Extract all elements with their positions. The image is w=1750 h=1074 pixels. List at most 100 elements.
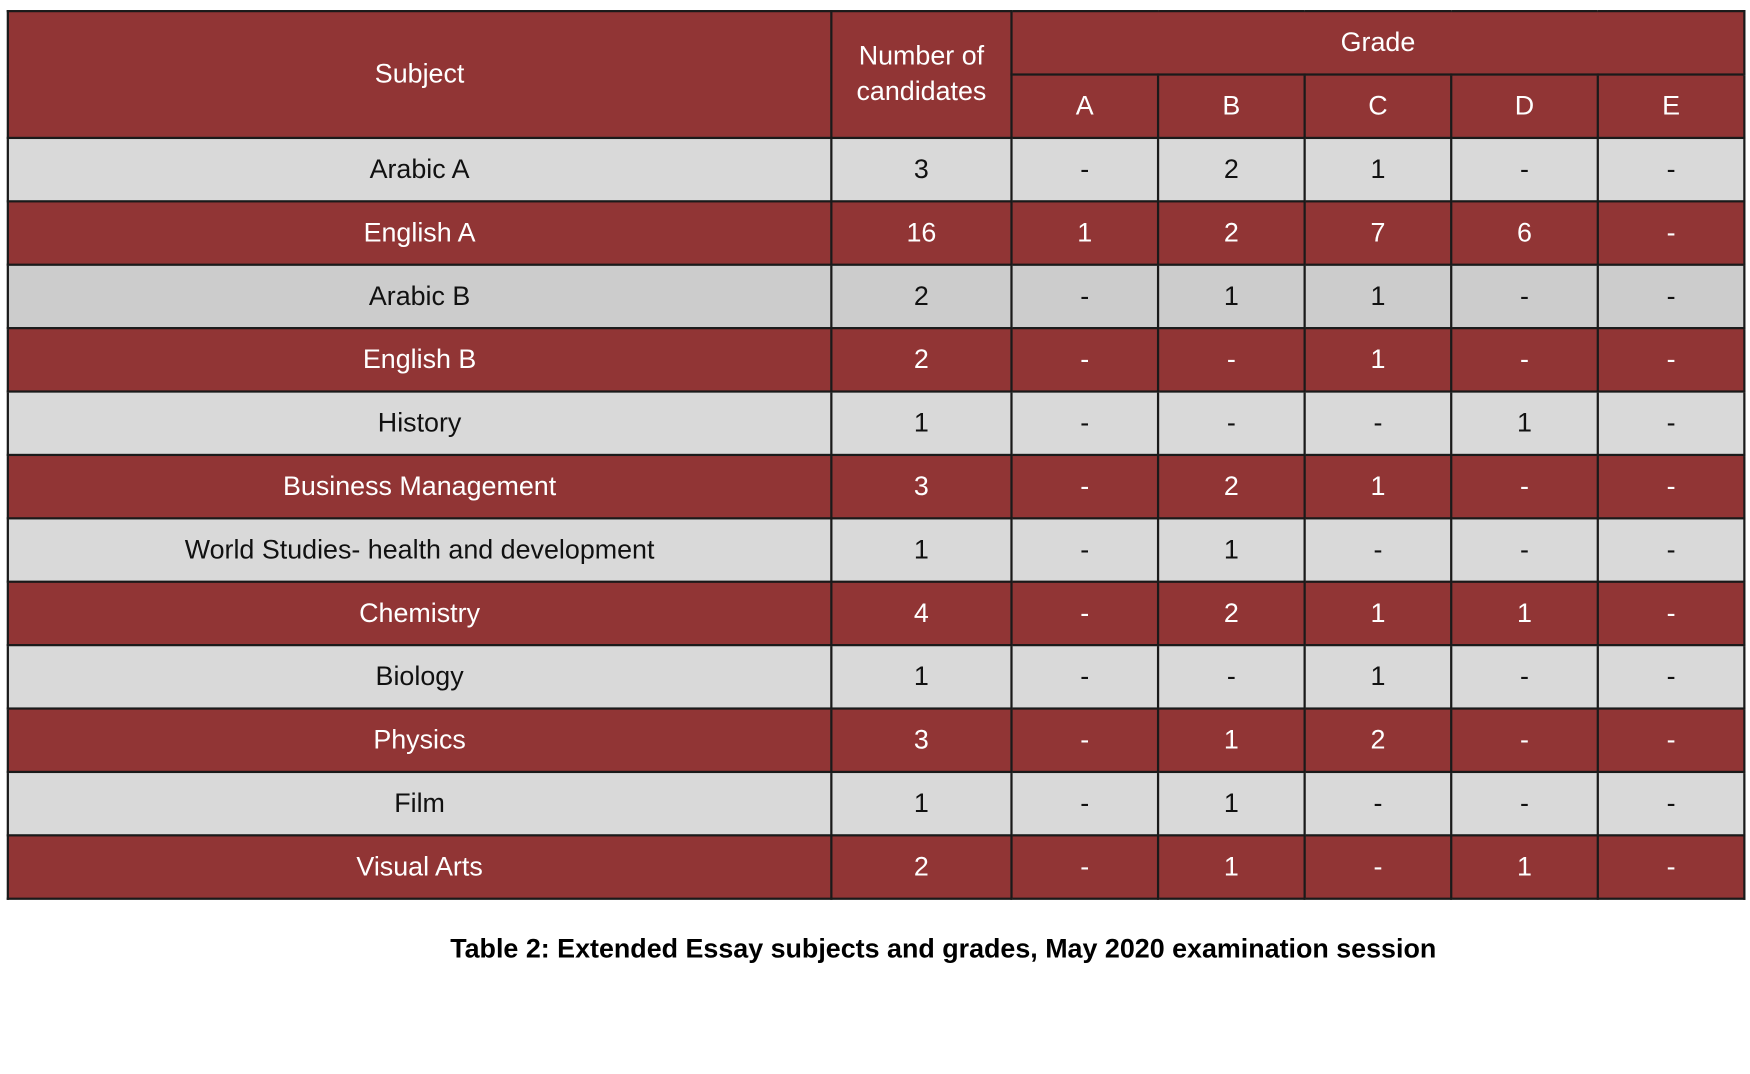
grade-c-cell: 1 bbox=[1303, 580, 1453, 647]
subject-column-header: Subject bbox=[6, 10, 833, 140]
grade-c-cell: 1 bbox=[1303, 327, 1453, 393]
candidates-cell: 1 bbox=[830, 644, 1013, 710]
candidates-cell: 4 bbox=[830, 580, 1013, 647]
grade-b-cell: 2 bbox=[1156, 200, 1306, 266]
grade-d-cell: - bbox=[1450, 263, 1599, 330]
grade-e-cell: - bbox=[1596, 580, 1746, 647]
grade-a-header: A bbox=[1010, 73, 1160, 140]
grade-e-cell: - bbox=[1596, 327, 1746, 393]
grade-b-cell: 1 bbox=[1156, 834, 1306, 900]
grade-b-cell: - bbox=[1156, 644, 1306, 710]
grade-c-cell: 2 bbox=[1303, 707, 1453, 774]
candidates-column-header: Number of candidates bbox=[830, 10, 1013, 140]
grade-b-cell: 1 bbox=[1156, 770, 1306, 837]
grade-d-cell: - bbox=[1450, 644, 1599, 710]
grade-a-cell: - bbox=[1010, 707, 1160, 774]
candidates-cell: 3 bbox=[830, 453, 1013, 520]
grade-c-cell: - bbox=[1303, 770, 1453, 837]
grade-e-cell: - bbox=[1596, 834, 1746, 900]
candidates-cell: 1 bbox=[830, 770, 1013, 837]
grade-a-cell: - bbox=[1010, 136, 1160, 203]
grade-a-cell: - bbox=[1010, 580, 1160, 647]
grade-b-cell: 2 bbox=[1156, 580, 1306, 647]
grade-c-cell: - bbox=[1303, 390, 1453, 457]
subject-cell: Biology bbox=[6, 644, 833, 710]
grade-e-cell: - bbox=[1596, 707, 1746, 774]
grade-d-cell: - bbox=[1450, 770, 1599, 837]
grade-a-cell: - bbox=[1010, 770, 1160, 837]
table-row: History 1- - -1- bbox=[6, 390, 1746, 457]
grade-b-header: B bbox=[1156, 73, 1306, 140]
grade-c-cell: 1 bbox=[1303, 263, 1453, 330]
grade-c-cell: - bbox=[1303, 834, 1453, 900]
grade-a-cell: - bbox=[1010, 327, 1160, 393]
candidates-cell: 1 bbox=[830, 517, 1013, 583]
table-row: Biology 1- -1- - bbox=[6, 644, 1746, 710]
grade-e-header: E bbox=[1596, 73, 1746, 140]
grade-a-cell: - bbox=[1010, 517, 1160, 583]
grade-e-cell: - bbox=[1596, 263, 1746, 330]
candidates-cell: 16 bbox=[830, 200, 1013, 266]
grade-b-cell: - bbox=[1156, 327, 1306, 393]
grade-d-header: D bbox=[1450, 73, 1599, 140]
grade-d-cell: - bbox=[1450, 136, 1599, 203]
table-row: English A 16 1 2 7 6- bbox=[6, 200, 1746, 266]
subject-cell: History bbox=[6, 390, 833, 457]
grade-b-cell: - bbox=[1156, 390, 1306, 457]
table-row: Chemistry 4-2 1 1- bbox=[6, 580, 1746, 647]
grade-e-cell: - bbox=[1596, 200, 1746, 266]
grades-table: Subject Number of candidates Grade A B C… bbox=[6, 10, 1746, 900]
table-row: Film 1-1- - - bbox=[6, 770, 1746, 837]
grade-c-cell: 7 bbox=[1303, 200, 1453, 266]
grade-c-cell: - bbox=[1303, 517, 1453, 583]
grade-a-cell: - bbox=[1010, 263, 1160, 330]
subject-cell: Arabic A bbox=[6, 136, 833, 203]
candidates-cell: 1 bbox=[830, 390, 1013, 457]
candidates-cell: 2 bbox=[830, 263, 1013, 330]
table-row: World Studies- health and development 1-1… bbox=[6, 517, 1746, 583]
subject-cell: English A bbox=[6, 200, 833, 266]
subject-cell: Arabic B bbox=[6, 263, 833, 330]
grade-group-header: Grade bbox=[1010, 10, 1746, 76]
grade-a-cell: - bbox=[1010, 390, 1160, 457]
grade-b-cell: 2 bbox=[1156, 136, 1306, 203]
header-row: Subject Number of candidates Grade bbox=[6, 10, 1746, 140]
grade-d-cell: 1 bbox=[1450, 390, 1599, 457]
subject-cell: World Studies- health and development bbox=[6, 517, 833, 583]
table-row: Business Management 3-2 1- - bbox=[6, 453, 1746, 520]
subject-cell: Business Management bbox=[6, 453, 833, 520]
grade-d-cell: 6 bbox=[1450, 200, 1599, 266]
grade-a-cell: 1 bbox=[1010, 200, 1160, 266]
grade-a-cell: - bbox=[1010, 834, 1160, 900]
grade-b-cell: 2 bbox=[1156, 453, 1306, 520]
subject-cell: Film bbox=[6, 770, 833, 837]
table-row: Physics 3-1 2- - bbox=[6, 707, 1746, 774]
grade-e-cell: - bbox=[1596, 453, 1746, 520]
grade-c-cell: 1 bbox=[1303, 644, 1453, 710]
grade-b-cell: 1 bbox=[1156, 707, 1306, 774]
subject-cell: English B bbox=[6, 327, 833, 393]
grade-d-cell: - bbox=[1450, 707, 1599, 774]
grade-a-cell: - bbox=[1010, 453, 1160, 520]
grade-e-cell: - bbox=[1596, 390, 1746, 457]
candidates-cell: 3 bbox=[830, 136, 1013, 203]
grade-e-cell: - bbox=[1596, 644, 1746, 710]
grade-e-cell: - bbox=[1596, 517, 1746, 583]
grade-letters-row: A B C D E bbox=[8, 73, 1746, 140]
grade-c-header: C bbox=[1303, 73, 1453, 140]
grade-c-cell: 1 bbox=[1303, 453, 1453, 520]
table-row: Visual Arts 2-1-1- bbox=[6, 834, 1746, 900]
grade-b-cell: 1 bbox=[1156, 263, 1306, 330]
subject-cell: Visual Arts bbox=[6, 834, 833, 900]
grade-d-cell: - bbox=[1450, 453, 1599, 520]
candidates-cell: 2 bbox=[830, 834, 1013, 900]
grade-e-cell: - bbox=[1596, 136, 1746, 203]
candidates-cell: 2 bbox=[830, 327, 1013, 393]
candidates-cell: 3 bbox=[830, 707, 1013, 774]
subject-cell: Chemistry bbox=[6, 580, 833, 647]
